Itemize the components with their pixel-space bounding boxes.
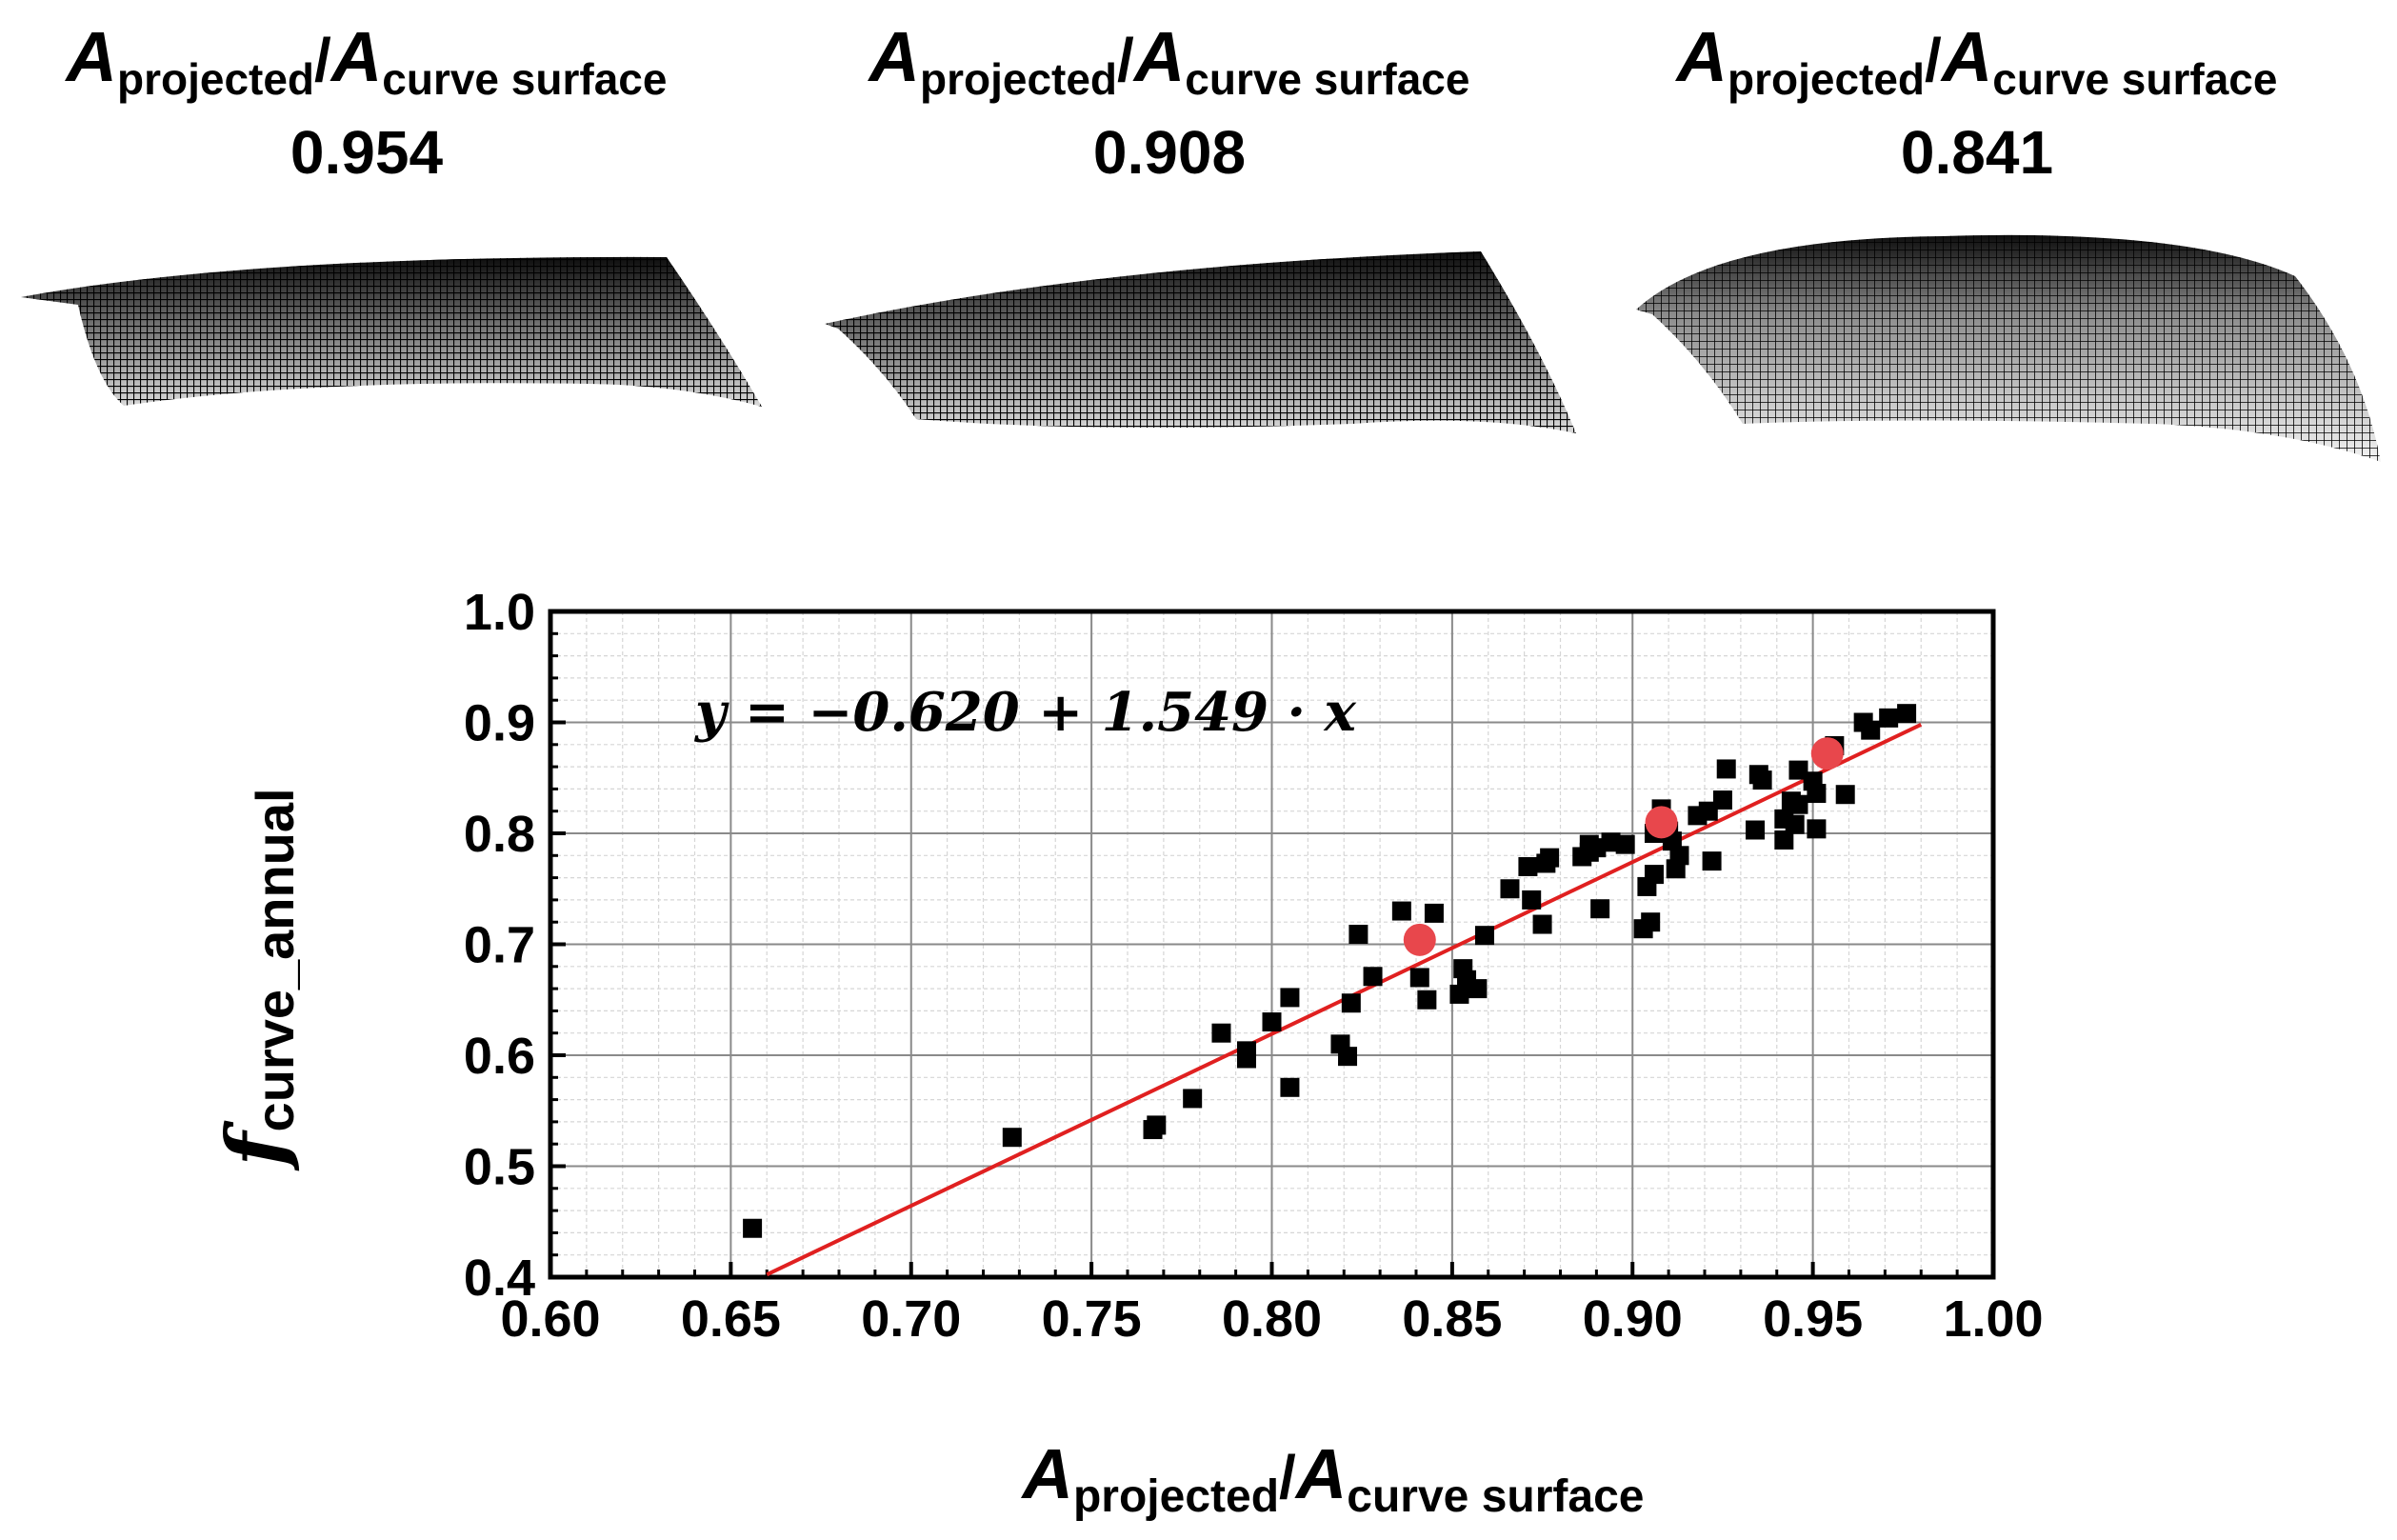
- data-point: [1280, 988, 1300, 1008]
- data-point: [1500, 879, 1520, 899]
- panel-title-1: Aprojected/Acurve surface 0.954: [0, 19, 748, 188]
- data-point: [1409, 968, 1429, 988]
- fit-equation: y = −0.620 + 1.549 · x: [695, 681, 1356, 744]
- x-tick-label: 0.85: [1402, 1290, 1502, 1348]
- y-axis-label: fcurve_annual: [209, 788, 305, 1167]
- surface-mesh-3: [1636, 234, 2381, 462]
- data-point: [1474, 926, 1494, 946]
- y-tick-label: 0.5: [464, 1139, 535, 1196]
- data-point: [1424, 903, 1444, 923]
- y-tick-label: 0.9: [464, 695, 535, 752]
- data-point: [1590, 899, 1610, 919]
- data-point: [1518, 856, 1538, 876]
- y-tick-label: 0.4: [464, 1250, 535, 1307]
- ratio-value: 0.841: [1900, 118, 2054, 187]
- data-point: [1788, 760, 1808, 780]
- scatter-chart: 0.60 0.65 0.70 0.75 0.80 0.85 0.90 0.95 1.00 0.4…: [464, 584, 2044, 1348]
- ratio-value: 0.954: [290, 118, 444, 187]
- panel-title-2: Aprojected/Acurve surface 0.908: [789, 19, 1550, 188]
- data-point: [1002, 1128, 1022, 1148]
- data-point: [1147, 1115, 1167, 1135]
- data-point: [1746, 820, 1766, 840]
- ratio-expression: Aprojected/Acurve surface: [66, 17, 668, 105]
- ratio-expression: Aprojected/Acurve surface: [1676, 17, 2278, 105]
- panel-title-3: Aprojected/Acurve surface 0.841: [1596, 19, 2358, 188]
- data-point: [1788, 794, 1808, 814]
- x-tick-label: 0.75: [1042, 1290, 1142, 1348]
- y-tick-label: 0.8: [464, 806, 535, 863]
- y-tick-label: 0.6: [464, 1028, 535, 1085]
- data-point: [1522, 890, 1542, 910]
- data-point: [1615, 834, 1635, 854]
- highlight-point: [1645, 806, 1678, 839]
- data-point: [1601, 832, 1621, 852]
- data-point: [1341, 993, 1361, 1013]
- y-tick-label: 0.7: [464, 917, 535, 974]
- data-point: [1669, 846, 1689, 866]
- data-point: [1807, 819, 1827, 839]
- x-tick-label: 0.70: [861, 1290, 961, 1348]
- surface-mesh-1: [21, 256, 762, 407]
- highlight-point: [1810, 737, 1844, 770]
- data-point: [1211, 1023, 1231, 1043]
- highlight-point: [1403, 923, 1436, 956]
- data-point: [1363, 967, 1383, 987]
- data-point: [1449, 984, 1469, 1004]
- points-layer: [743, 704, 1917, 1238]
- x-tick-label: 0.80: [1222, 1290, 1322, 1348]
- surface-meshes: [21, 234, 2381, 462]
- ratio-expression: Aprojected/Acurve surface: [869, 17, 1470, 105]
- data-point: [1532, 914, 1552, 934]
- x-axis-label: Aprojected/Acurve surface: [1022, 1434, 1645, 1522]
- data-point: [1183, 1089, 1203, 1109]
- x-tick-label: 0.65: [681, 1290, 781, 1348]
- x-tick-labels: 0.60 0.65 0.70 0.75 0.80 0.85 0.90 0.95 1.00: [500, 1290, 2043, 1348]
- data-point: [1835, 785, 1855, 805]
- data-point: [1540, 848, 1560, 868]
- data-point: [1417, 990, 1437, 1010]
- highlight-layer: [1403, 737, 1844, 956]
- data-point: [1587, 838, 1607, 858]
- data-point: [1698, 801, 1718, 821]
- data-point: [1879, 708, 1899, 728]
- data-point: [1702, 851, 1722, 871]
- data-point: [1644, 865, 1664, 885]
- x-tick-label: 0.60: [500, 1290, 600, 1348]
- data-point: [1348, 925, 1368, 945]
- data-point: [1752, 770, 1772, 790]
- data-point: [743, 1218, 763, 1238]
- data-point: [1807, 784, 1827, 804]
- data-point: [1712, 790, 1732, 810]
- data-point: [1391, 901, 1411, 921]
- ratio-value: 0.908: [1092, 118, 1247, 187]
- x-tick-label: 0.90: [1583, 1290, 1683, 1348]
- data-point: [1716, 759, 1736, 779]
- x-tick-label: 0.95: [1763, 1290, 1863, 1348]
- data-point: [1641, 912, 1661, 932]
- data-point: [1785, 814, 1805, 834]
- axis-ticks: [549, 610, 1995, 1279]
- x-tick-label: 1.00: [1943, 1290, 2043, 1348]
- data-point: [1774, 830, 1794, 850]
- data-point: [1262, 1012, 1282, 1032]
- data-point: [1338, 1047, 1358, 1067]
- data-point: [1897, 704, 1917, 724]
- data-point: [1280, 1077, 1300, 1097]
- y-tick-label: 1.0: [464, 584, 535, 641]
- data-point: [1861, 720, 1881, 740]
- surface-mesh-2: [825, 251, 1576, 433]
- y-tick-labels: 0.4 0.5 0.6 0.7 0.8 0.9 1.0: [464, 584, 535, 1307]
- data-point: [1468, 979, 1488, 999]
- data-point: [1236, 1041, 1256, 1061]
